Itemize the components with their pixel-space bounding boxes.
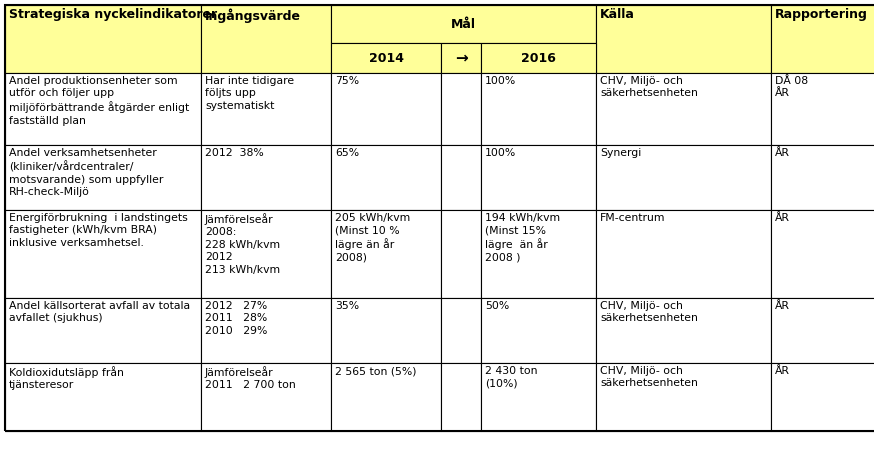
Bar: [771, 73, 874, 145]
Bar: [5, 363, 201, 431]
Text: ÅR: ÅR: [775, 301, 790, 311]
Bar: [596, 363, 771, 431]
Text: 2014: 2014: [369, 51, 404, 65]
Text: Andel produktionsenheter som
utför och följer upp
miljöförbättrande åtgärder enl: Andel produktionsenheter som utför och f…: [9, 76, 190, 125]
Text: 2016: 2016: [521, 51, 556, 65]
Text: Mål: Mål: [451, 17, 476, 31]
Bar: [481, 298, 596, 363]
Text: ÅR: ÅR: [775, 148, 790, 158]
Text: 194 kWh/kvm
(Minst 15%
lägre  än år
2008 ): 194 kWh/kvm (Minst 15% lägre än år 2008 …: [485, 213, 560, 263]
Text: Andel verksamhetsenheter
(kliniker/vårdcentraler/
motsvarande) som uppfyller
RH-: Andel verksamhetsenheter (kliniker/vårdc…: [9, 148, 163, 197]
Text: ÅR: ÅR: [775, 366, 790, 376]
Bar: [331, 363, 441, 431]
Bar: [5, 298, 201, 363]
Bar: [771, 363, 874, 431]
Bar: [441, 43, 481, 73]
Text: Rapportering: Rapportering: [775, 8, 868, 21]
Text: Ingångsvärde: Ingångsvärde: [205, 8, 301, 22]
Text: Koldioxidutsläpp från
tjänsteresor: Koldioxidutsläpp från tjänsteresor: [9, 366, 124, 390]
Bar: [441, 73, 481, 145]
Text: 75%: 75%: [335, 76, 359, 86]
Text: Synergi: Synergi: [600, 148, 642, 158]
Bar: [331, 43, 441, 73]
Text: 2012  38%: 2012 38%: [205, 148, 264, 158]
Bar: [201, 145, 331, 210]
Text: CHV, Miljö- och
säkerhetsenheten: CHV, Miljö- och säkerhetsenheten: [600, 301, 697, 323]
Bar: [331, 73, 441, 145]
Bar: [441, 298, 481, 363]
Bar: [5, 145, 201, 210]
Bar: [481, 73, 596, 145]
Bar: [331, 210, 441, 298]
Bar: [5, 73, 201, 145]
Bar: [771, 145, 874, 210]
Bar: [5, 210, 201, 298]
Text: Källa: Källa: [600, 8, 635, 21]
Bar: [441, 363, 481, 431]
Text: Energiförbrukning  i landstingets
fastigheter (kWh/kvm BRA)
inklusive verksamhet: Energiförbrukning i landstingets fastigh…: [9, 213, 188, 248]
Bar: [596, 210, 771, 298]
Text: 35%: 35%: [335, 301, 359, 311]
Bar: [771, 210, 874, 298]
Bar: [596, 298, 771, 363]
Bar: [596, 145, 771, 210]
Text: Jämförelseår
2008:
228 kWh/kvm
2012
213 kWh/kvm: Jämförelseår 2008: 228 kWh/kvm 2012 213 …: [205, 213, 281, 274]
Bar: [201, 363, 331, 431]
Text: 100%: 100%: [485, 148, 517, 158]
Bar: [481, 363, 596, 431]
Text: 2 430 ton
(10%): 2 430 ton (10%): [485, 366, 538, 388]
Bar: [5, 5, 201, 73]
Bar: [441, 145, 481, 210]
Text: 100%: 100%: [485, 76, 517, 86]
Text: Andel källsorterat avfall av totala
avfallet (sjukhus): Andel källsorterat avfall av totala avfa…: [9, 301, 191, 323]
Text: 50%: 50%: [485, 301, 510, 311]
Bar: [331, 5, 596, 43]
Text: 65%: 65%: [335, 148, 359, 158]
Bar: [201, 298, 331, 363]
Text: FM-centrum: FM-centrum: [600, 213, 665, 223]
Text: 2012   27%
2011   28%
2010   29%: 2012 27% 2011 28% 2010 29%: [205, 301, 267, 336]
Bar: [201, 5, 331, 73]
Text: Jämförelseår
2011   2 700 ton: Jämförelseår 2011 2 700 ton: [205, 366, 295, 390]
Bar: [441, 210, 481, 298]
Text: CHV, Miljö- och
säkerhetsenheten: CHV, Miljö- och säkerhetsenheten: [600, 76, 697, 98]
Text: CHV, Miljö- och
säkerhetsenheten: CHV, Miljö- och säkerhetsenheten: [600, 366, 697, 388]
Text: →: →: [454, 50, 468, 65]
Text: Har inte tidigare
följts upp
systematiskt: Har inte tidigare följts upp systematisk…: [205, 76, 295, 111]
Text: Strategiska nyckelindikatorer: Strategiska nyckelindikatorer: [9, 8, 217, 21]
Bar: [771, 5, 874, 73]
Bar: [331, 145, 441, 210]
Bar: [596, 5, 771, 73]
Bar: [481, 145, 596, 210]
Text: ÅR: ÅR: [775, 213, 790, 223]
Bar: [201, 210, 331, 298]
Bar: [481, 43, 596, 73]
Text: DÅ 08
ÅR: DÅ 08 ÅR: [775, 76, 808, 98]
Text: 2 565 ton (5%): 2 565 ton (5%): [335, 366, 417, 376]
Bar: [771, 298, 874, 363]
Bar: [481, 210, 596, 298]
Bar: [596, 73, 771, 145]
Bar: [331, 298, 441, 363]
Text: 205 kWh/kvm
(Minst 10 %
lägre än år
2008): 205 kWh/kvm (Minst 10 % lägre än år 2008…: [335, 213, 410, 263]
Bar: [201, 73, 331, 145]
